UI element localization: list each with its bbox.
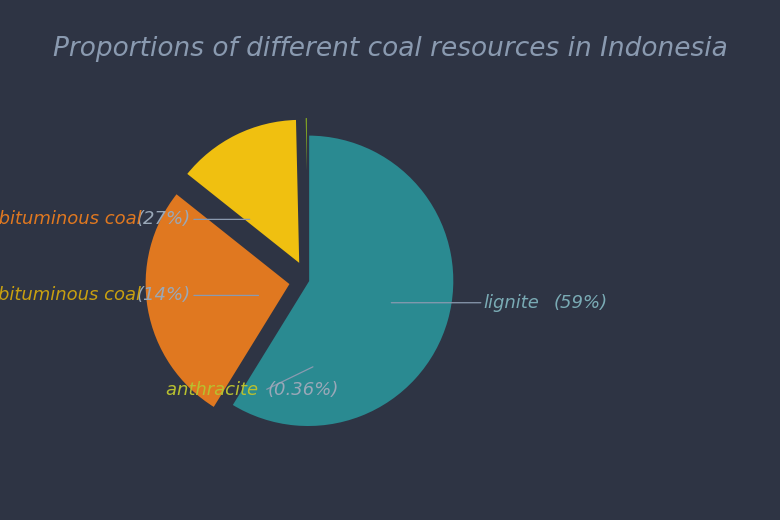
Text: (14%): (14%) — [137, 287, 191, 304]
Text: Proportions of different coal resources in Indonesia: Proportions of different coal resources … — [52, 36, 728, 62]
Text: lignite: lignite — [484, 294, 540, 311]
Text: (0.36%): (0.36%) — [267, 382, 339, 399]
Wedge shape — [186, 119, 300, 265]
Text: sub-bituminous coal: sub-bituminous coal — [0, 211, 141, 228]
Wedge shape — [144, 193, 291, 408]
Text: (27%): (27%) — [137, 211, 191, 228]
Text: bituminous coal: bituminous coal — [0, 287, 141, 304]
Text: anthracite: anthracite — [166, 382, 264, 399]
Wedge shape — [232, 135, 454, 427]
Text: (59%): (59%) — [553, 294, 608, 311]
Wedge shape — [305, 117, 308, 263]
